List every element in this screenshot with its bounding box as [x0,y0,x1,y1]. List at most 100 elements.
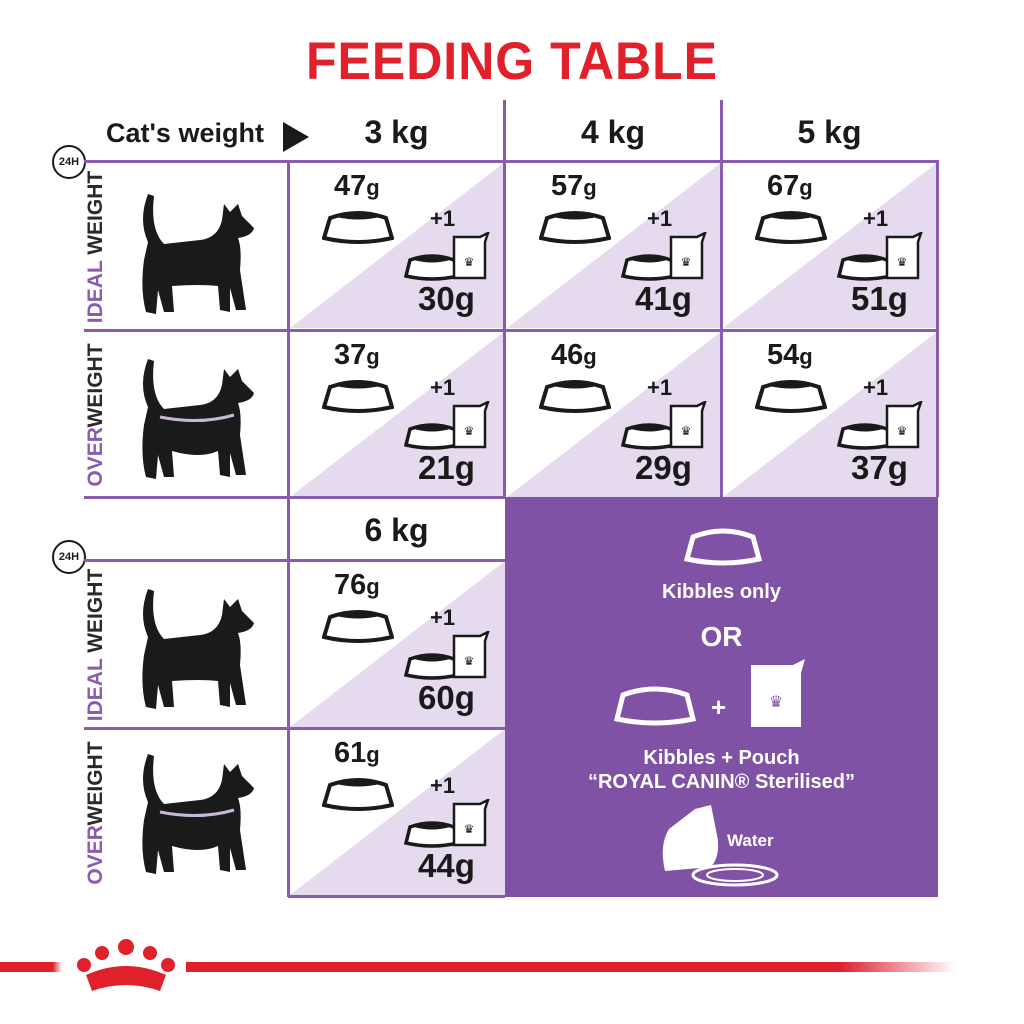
overweight-cat-silhouette [142,359,254,479]
kibbles-only-amount: 46g [551,339,597,371]
svg-text:♛: ♛ [769,694,783,711]
pouch-icon: ♛ [452,799,490,847]
brand-stripe [0,962,62,972]
bowl-icon [755,380,827,413]
divider [288,895,505,898]
pouch-icon: ♛ [669,401,707,449]
pouch-icon: ♛ [885,401,923,449]
bowl-icon [322,211,394,244]
weight-header-4kg: 4 kg [580,114,646,150]
cat-drinking-water-icon [662,805,779,887]
row-label-overweight: OVERWEIGHT [84,343,107,487]
kibbles-plus-pouch-amount: 41g [635,280,692,317]
row-label-ideal-weight: IDEAL WEIGHT [84,568,107,722]
weight-header-5kg: 5 kg [797,114,862,150]
pouch-icon: ♛ [669,232,707,280]
pouch-count: +1 [647,206,673,231]
kibbles-plus-pouch-amount: 30g [418,280,475,317]
svg-text:♛: ♛ [464,822,475,836]
cats-weight-label: Cat's weight [106,118,264,148]
pouch-icon: ♛ [452,232,490,280]
divider [287,160,290,497]
feeding-cell: 46g +1 ♛ 29g [507,331,722,497]
kibbles-plus-pouch-amount: 60g [418,679,475,716]
feeding-cell: 67g +1 ♛ 51g [723,162,938,328]
svg-text:♛: ♛ [681,255,692,269]
kibbles-only-amount: 61g [334,737,380,769]
pouch-icon: ♛ [885,232,923,280]
svg-text:♛: ♛ [464,654,475,668]
feeding-cell: 61g +1 ♛ 44g [290,729,505,895]
bowl-icon [404,254,460,281]
bowl-icon [755,211,827,244]
kibbles-only-amount: 54g [767,339,813,371]
plus-sign: + [711,692,727,722]
svg-text:♛: ♛ [464,424,475,438]
divider [287,496,290,897]
svg-text:♛: ♛ [681,424,692,438]
pouch-count: +1 [430,773,456,798]
kibbles-pouch-label: Kibbles + Pouch [643,747,800,769]
pouch-icon: ♛ [751,659,805,727]
divider [720,100,723,497]
row-label-overweight: OVERWEIGHT [84,741,107,885]
kibbles-plus-pouch-amount: 51g [851,280,908,317]
pouch-count: +1 [430,206,456,231]
pouch-count: +1 [430,605,456,630]
ideal-weight-cat-silhouette [142,589,254,709]
bowl-icon [613,686,697,726]
24h-clock-icon: 24H [52,540,86,574]
page-title: FEEDING TABLE [305,31,719,91]
bowl-icon [322,380,394,413]
overweight-cat-silhouette [142,754,254,874]
ideal-weight-cat-silhouette [142,194,254,314]
play-triangle-icon [283,122,309,152]
kibbles-plus-pouch-amount: 21g [418,449,475,486]
divider [84,496,505,499]
kibbles-plus-pouch-amount: 44g [418,847,475,884]
pouch-count: +1 [863,206,889,231]
24h-clock-icon: 24H [52,145,86,179]
weight-header-3kg: 3 kg [364,114,429,150]
row-label-ideal-weight: IDEAL WEIGHT [84,170,107,324]
divider [84,329,938,332]
kibbles-plus-pouch-amount: 37g [851,449,908,486]
bowl-icon [539,211,611,244]
weight-header-6kg: 6 kg [364,512,429,548]
pouch-count: +1 [430,375,456,400]
bowl-icon [322,778,394,811]
pouch-icon: ♛ [452,401,490,449]
royal-canin-crown-logo [77,939,175,991]
feeding-cell: 37g +1 ♛ 21g [290,331,505,497]
divider [503,100,506,497]
water-label: Water [727,831,774,850]
kibbles-only-amount: 76g [334,569,380,601]
kibbles-only-amount: 57g [551,170,597,202]
feeding-cell: 57g +1 ♛ 41g [507,162,722,328]
feeding-cell: 54g +1 ♛ 37g [723,331,938,497]
svg-text:♛: ♛ [897,255,908,269]
kibbles-only-label: Kibbles only [662,581,781,603]
kibbles-plus-pouch-amount: 29g [635,449,692,486]
feeding-cell: 47g +1 ♛ 30g [290,162,505,328]
pouch-icon: ♛ [452,631,490,679]
kibbles-only-amount: 37g [334,339,380,371]
kibbles-only-amount: 67g [767,170,813,202]
bowl-icon [683,528,763,566]
feeding-legend-panel: Kibbles only OR + ♛ Kibbles + Pouch “ROY… [505,497,938,897]
or-label: OR [700,621,743,652]
bowl-icon [322,610,394,643]
svg-text:♛: ♛ [464,255,475,269]
pouch-count: +1 [647,375,673,400]
bowl-icon [539,380,611,413]
divider [936,160,939,497]
pouch-count: +1 [863,375,889,400]
feeding-cell: 76g +1 ♛ 60g [290,561,505,727]
divider [84,160,938,163]
product-name-label: “ROYAL CANIN® Sterilised” [587,771,856,793]
kibbles-only-amount: 47g [334,170,380,202]
brand-stripe [186,962,956,972]
divider [84,559,505,562]
divider [84,727,505,730]
svg-text:♛: ♛ [897,424,908,438]
